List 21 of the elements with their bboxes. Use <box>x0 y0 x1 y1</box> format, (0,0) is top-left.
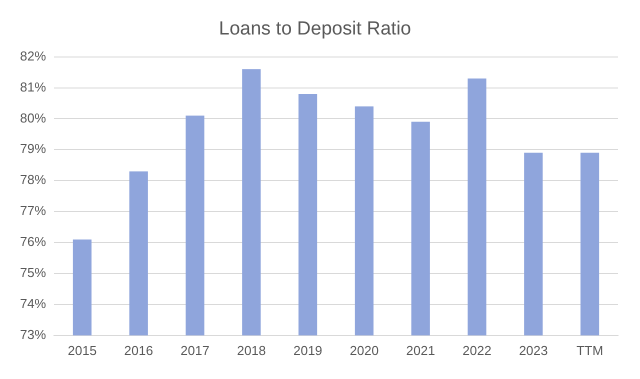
x-tick-label: 2020 <box>350 342 379 358</box>
y-tick-label: 75% <box>20 265 46 280</box>
y-tick-label: 78% <box>20 172 46 188</box>
x-tick-label: 2016 <box>124 342 154 358</box>
y-tick-label: 81% <box>20 79 46 94</box>
y-tick-label: 74% <box>20 296 46 312</box>
y-tick-label: 80% <box>20 110 46 126</box>
y-tick-label: 76% <box>20 234 46 250</box>
y-tick-label: 79% <box>20 141 46 156</box>
y-tick-label: 77% <box>20 203 46 218</box>
chart-title: Loans to Deposit Ratio <box>218 18 412 40</box>
x-tick-label: 2021 <box>406 342 436 358</box>
x-tick-label: 2019 <box>293 342 322 358</box>
x-tick-label: 2015 <box>68 342 97 358</box>
x-tick-label: 2018 <box>236 342 266 358</box>
y-tick-label: 82% <box>20 48 46 64</box>
x-tick-label: 2022 <box>462 342 492 358</box>
x-tick-label: TTM <box>576 342 604 358</box>
x-tick-label: 2017 <box>180 342 210 358</box>
x-tick-label: 2023 <box>518 342 548 358</box>
y-tick-label: 73% <box>20 326 46 342</box>
